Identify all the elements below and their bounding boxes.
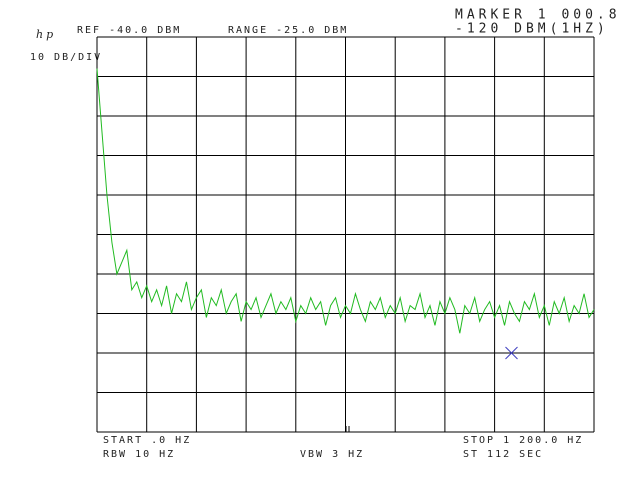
sweep-time: ST 112 SEC [463, 449, 543, 460]
brand: hp [36, 28, 56, 41]
reference-level: REF -40.0 DBM [77, 25, 181, 36]
rbw: RBW 10 HZ [103, 449, 175, 460]
trace [96, 68, 595, 334]
range: RANGE -25.0 DBM [228, 25, 348, 36]
marker [505, 346, 518, 360]
marker-stroke [505, 346, 518, 360]
marker-label: MARKER 1 000.8 [455, 8, 621, 23]
vbw: VBW 3 HZ [300, 449, 364, 460]
stop-frequency: STOP 1 200.0 HZ [463, 435, 583, 446]
marker-value: -120 DBM(1HZ) [455, 22, 609, 37]
start-frequency: START .0 HZ [103, 435, 191, 446]
scale: 10 DB/DIV [30, 52, 102, 63]
